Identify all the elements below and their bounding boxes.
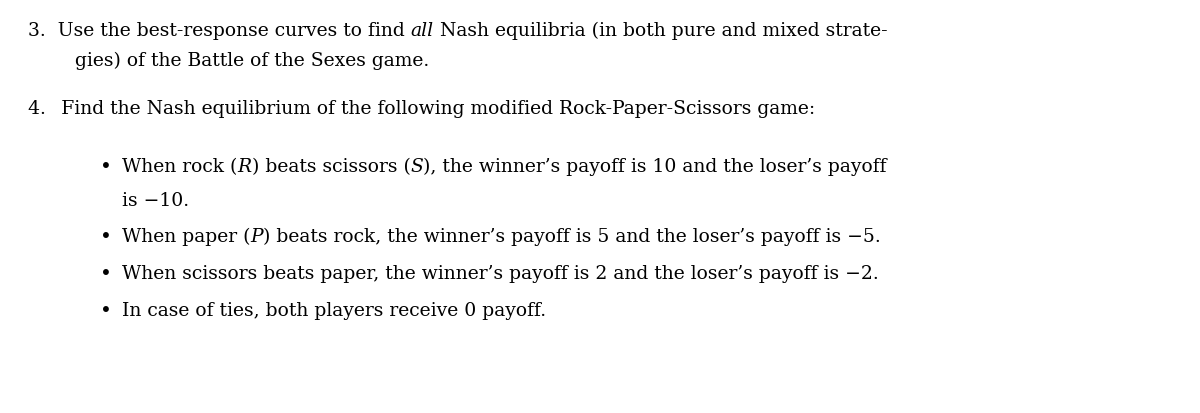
Text: In case of ties, both players receive 0 payoff.: In case of ties, both players receive 0 … <box>122 302 546 320</box>
Text: •: • <box>100 228 112 247</box>
Text: ) beats scissors (: ) beats scissors ( <box>252 158 410 176</box>
Text: P: P <box>251 228 263 246</box>
Text: 4.  Find the Nash equilibrium of the following modified Rock-Paper-Scissors game: 4. Find the Nash equilibrium of the foll… <box>28 100 815 118</box>
Text: 3.  Use the best-response curves to find: 3. Use the best-response curves to find <box>28 22 410 40</box>
Text: ) beats rock, the winner’s payoff is 5 and the loser’s payoff is −5.: ) beats rock, the winner’s payoff is 5 a… <box>263 228 881 246</box>
Text: S: S <box>410 158 424 176</box>
Text: •: • <box>100 265 112 284</box>
Text: When paper (: When paper ( <box>122 228 251 246</box>
Text: gies) of the Battle of the Sexes game.: gies) of the Battle of the Sexes game. <box>74 52 430 70</box>
Text: R: R <box>238 158 252 176</box>
Text: •: • <box>100 302 112 321</box>
Text: •: • <box>100 158 112 177</box>
Text: When scissors beats paper, the winner’s payoff is 2 and the loser’s payoff is −2: When scissors beats paper, the winner’s … <box>122 265 878 283</box>
Text: ), the winner’s payoff is 10 and the loser’s payoff: ), the winner’s payoff is 10 and the los… <box>424 158 887 176</box>
Text: Nash equilibria (in both pure and mixed strate-: Nash equilibria (in both pure and mixed … <box>434 22 888 40</box>
Text: When rock (: When rock ( <box>122 158 238 176</box>
Text: all: all <box>410 22 434 40</box>
Text: is −10.: is −10. <box>122 192 190 210</box>
